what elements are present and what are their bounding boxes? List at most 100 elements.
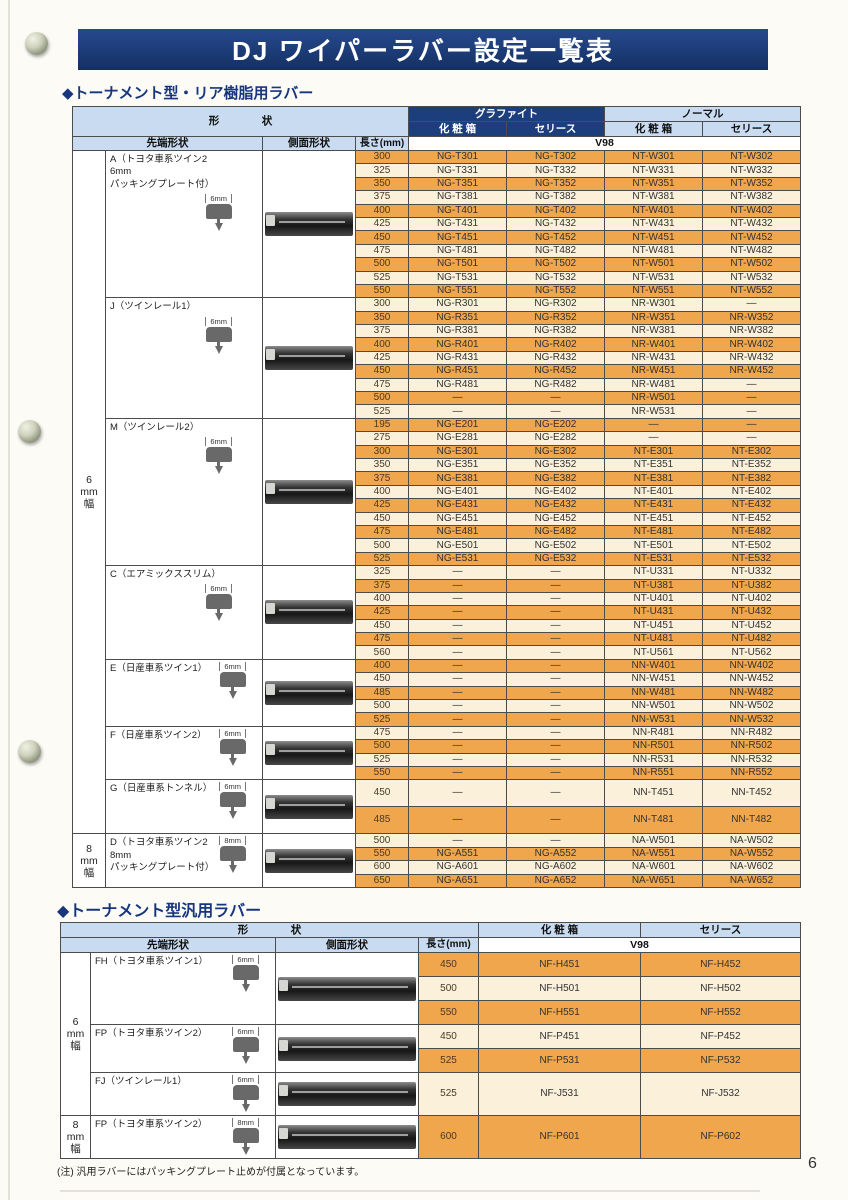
part-number-cell: NG-R381 (408, 324, 507, 339)
rear-resin-rubber-table: 形 状 グラファイト ノーマル 化 粧 箱 セリース 化 粧 箱 セリース 先端… (72, 106, 801, 888)
part-number-cell: — (506, 765, 605, 781)
section2-heading: ◆トーナメント型汎用ラバー (57, 903, 262, 920)
length-cell: 450 (418, 952, 479, 977)
table-row: 425 NG-R431 NG-R432 NR-W431 NR-W432 (73, 350, 801, 366)
header-shape: 形 状 (60, 922, 479, 938)
length-cell: 400 (355, 484, 409, 500)
part-number-cell: NG-T452 (506, 230, 605, 245)
length-cell: 400 (355, 337, 409, 352)
tip-head-shape (205, 326, 232, 342)
header-loose-graphite: セリース (506, 121, 605, 137)
length-cell: 325 (355, 163, 409, 178)
tip-shape-cell: J（ツインレール1） 6mm (105, 297, 263, 419)
length-cell: 525 (355, 712, 409, 727)
tip-profile-icon: 6mm (205, 316, 232, 354)
part-number-cell: — (408, 404, 507, 419)
part-number-cell: NA-W552 (702, 846, 801, 862)
part-number-cell: — (408, 578, 507, 593)
length-cell: 350 (355, 176, 409, 192)
part-number-cell: — (408, 391, 507, 406)
part-number-cell: NT-U402 (702, 591, 801, 607)
header-shape: 形 状 (72, 106, 409, 137)
header-graphite: グラファイト (408, 106, 605, 122)
table-row: 450— — NT-U451 NT-U452 (73, 618, 801, 634)
part-number-cell: — (408, 712, 507, 727)
tip-profile-icon: 8mm (232, 1118, 259, 1155)
part-number-cell: NG-A602 (506, 860, 605, 875)
part-number-cell: NG-A651 (408, 873, 507, 888)
part-number-cell: — (506, 833, 605, 848)
part-number-cell: NT-W531 (604, 270, 703, 285)
table-row: 375— — NT-U381 NT-U382 (73, 578, 801, 593)
table-row: 6 mm 幅 A（トヨタ車系ツイン2 6mm パッキングプレート付） 6mm 300 N… (72, 149, 801, 835)
tip-size-label: 8mm (219, 836, 246, 846)
tip-shape-cell: FJ（ツインレール1） 6mm (90, 1072, 276, 1116)
tip-shape-cell: G（日産車系トンネル） 6mm (105, 779, 263, 835)
part-number-cell: NG-T381 (408, 190, 507, 205)
part-number-cell: NG-E382 (506, 471, 605, 486)
tip-arrow-shape (228, 690, 237, 699)
section-label: E（日産車系ツイン1） (110, 662, 208, 674)
length-cell: 550 (355, 283, 409, 299)
part-number-cell: NT-E301 (604, 444, 703, 459)
part-number-cell: NG-A652 (506, 873, 605, 888)
part-number-cell: NN-W482 (702, 685, 801, 701)
part-number-cell: — (506, 578, 605, 593)
length-cell: 400 (355, 203, 409, 218)
blade-side-photo (278, 1125, 416, 1149)
part-number-cell: NA-W502 (702, 833, 801, 848)
part-number-cell: NT-U382 (702, 578, 801, 593)
section-label: M（ツインレール2） (110, 421, 200, 433)
table-row: M（ツインレール2） 6mm 195 NG-E201 NG-E202— — (73, 417, 801, 567)
tip-head-shape (232, 1128, 259, 1143)
part-number-cell: NG-E452 (506, 511, 605, 526)
table-row: 550— — NN-R551 NN-R552 (73, 765, 801, 781)
section-label: FP（トヨタ車系ツイン2） (95, 1119, 208, 1130)
table-row: 8 mm 幅 FP（トヨタ車系ツイン2） 8mm 600 NF-P601 NF-P602 (60, 1115, 801, 1159)
length-cell: 650 (355, 873, 409, 888)
part-number-cell: NG-T382 (506, 190, 605, 205)
tip-size-label: 6mm (205, 316, 232, 326)
part-number-cell: NT-W301 (604, 149, 703, 165)
part-number-cell: NT-W552 (702, 283, 801, 299)
part-number-cell: NT-E402 (702, 484, 801, 500)
part-number-cell: NN-W452 (702, 672, 801, 687)
part-number-cell: NT-U561 (604, 645, 703, 660)
part-number-cell: NT-W451 (604, 230, 703, 245)
table-row: E（日産車系ツイン1） 6mm 400— — NN-W401 NN-W402 (73, 658, 801, 727)
length-cell: 300 (355, 297, 409, 312)
table-row: 550 NF-H551 NF-H552 (61, 1000, 801, 1025)
part-number-cell: NT-W381 (604, 190, 703, 205)
part-number-cell: NF-P452 (640, 1024, 801, 1049)
section-label: A（トヨタ車系ツイン2 6mm パッキングプレート付） (110, 154, 215, 190)
part-number-cell: NN-W531 (604, 712, 703, 727)
table-row: 475 NG-E481 NG-E482 NT-E481 NT-E482 (73, 524, 801, 540)
tip-profile-icon: 6mm (232, 955, 259, 992)
tip-shape-cell: FP（トヨタ車系ツイン2） 8mm (90, 1115, 276, 1159)
header-tip-shape: 先端形状 (72, 136, 263, 151)
length-cell: 375 (355, 324, 409, 339)
part-number-cell: NT-E432 (702, 498, 801, 513)
part-number-cell: — (408, 618, 507, 634)
part-number-cell: — (408, 565, 507, 580)
tip-arrow-shape (214, 613, 223, 622)
part-number-cell: NG-T401 (408, 203, 507, 218)
header-side-shape: 側面形状 (275, 937, 419, 953)
part-number-cell: NR-W431 (604, 350, 703, 366)
part-number-cell: — (506, 658, 605, 674)
part-number-cell: NG-E351 (408, 457, 507, 473)
part-number-cell: NG-A552 (506, 846, 605, 862)
side-view-cell (262, 833, 356, 888)
table-row: 525— — NN-R531 NN-R532 (73, 752, 801, 767)
part-number-cell: NT-E482 (702, 524, 801, 540)
length-cell: 525 (355, 752, 409, 767)
part-number-cell: NT-W352 (702, 176, 801, 192)
part-number-cell: — (408, 739, 507, 754)
tip-shape-cell: F（日産車系ツイン2） 6mm (105, 725, 263, 781)
length-cell: 500 (355, 391, 409, 406)
part-number-cell: NG-T432 (506, 216, 605, 232)
part-number-cell: — (408, 725, 507, 741)
part-number-cell: NG-R432 (506, 350, 605, 366)
blade-side-photo (265, 848, 353, 873)
part-number-cell: — (408, 632, 507, 647)
